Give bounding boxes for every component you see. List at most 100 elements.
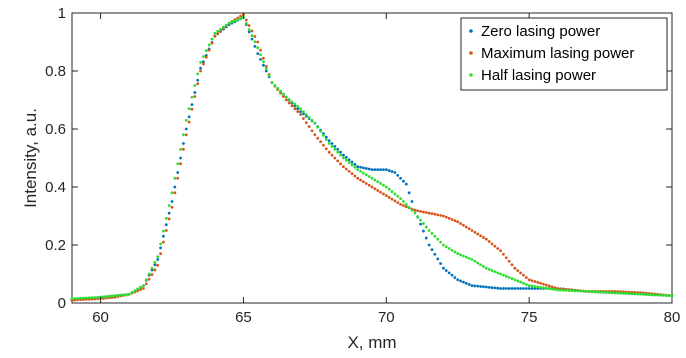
data-point [404,205,408,209]
data-point [187,120,191,124]
data-point [370,176,374,180]
data-point [576,289,580,293]
data-point [459,222,462,225]
data-point [404,182,408,186]
data-point [350,160,354,164]
data-point [367,183,371,187]
data-point [142,287,145,290]
data-point [647,293,651,296]
data-point [504,274,508,278]
data-point [184,118,188,122]
data-point [150,273,154,276]
data-point [664,294,668,297]
data-point [390,197,394,201]
data-point [530,279,534,283]
data-point [507,259,511,263]
data-point [456,252,460,256]
data-point [382,168,385,172]
data-point [153,268,157,272]
data-point [156,263,160,267]
data-point [496,286,500,290]
data-point [124,293,128,296]
data-point [419,222,422,226]
data-point [313,121,317,125]
data-point [262,56,265,60]
data-point [487,285,491,289]
data-point [422,210,425,214]
data-point [144,278,148,282]
data-point [384,168,388,172]
data-point [359,165,362,169]
data-point [493,286,497,290]
data-point [656,293,660,297]
data-point [596,290,600,294]
data-point [353,165,357,169]
data-point [470,229,474,232]
data-point [362,171,365,175]
data-point [359,169,362,173]
data-point [599,290,602,294]
data-point [239,17,242,20]
data-point [447,216,451,220]
data-point [282,95,285,98]
data-point [496,271,500,275]
y-tick-label: 1 [58,5,66,22]
data-point [202,60,205,64]
data-point [482,285,485,289]
data-point [204,55,208,59]
data-point [122,293,125,297]
data-point [193,84,197,87]
data-point [170,205,174,209]
data-point [307,125,311,129]
data-point [333,147,337,151]
data-point [379,182,382,185]
data-point [353,174,357,178]
data-point [259,48,262,52]
data-point [216,29,220,33]
data-point [616,291,620,295]
data-point [333,145,337,148]
data-point [613,291,617,295]
x-tick-label: 75 [521,309,538,326]
data-point [439,240,442,244]
data-point [133,289,137,293]
data-point [364,182,368,185]
data-point [327,142,331,145]
data-point [653,293,657,297]
data-point [559,288,562,292]
data-point [339,150,342,154]
data-point [247,28,251,31]
data-point [479,263,482,267]
data-point [490,242,494,246]
data-point [667,294,671,297]
data-point [519,287,522,290]
data-point [256,40,260,44]
data-point [324,138,328,141]
data-point [453,250,457,254]
data-point [359,178,362,182]
data-point [110,294,114,298]
data-point [439,262,442,265]
data-point [464,225,468,229]
data-point [262,60,265,64]
data-point [453,219,457,223]
data-point [436,257,440,261]
data-point [544,286,548,290]
data-point [670,294,674,298]
data-point [473,230,477,234]
data-point [444,269,448,272]
data-point [487,267,491,271]
data-point [410,200,414,203]
data-point [376,168,380,172]
data-point [396,194,400,198]
data-point [419,209,422,213]
data-point [510,263,514,267]
legend: Zero lasing power Maximum lasing power Hal… [460,17,668,91]
data-point [436,213,440,217]
data-point [336,150,340,154]
data-point [182,142,185,145]
series-3 [70,15,674,301]
data-point [173,176,177,180]
data-point [462,254,465,258]
data-point [342,165,345,169]
